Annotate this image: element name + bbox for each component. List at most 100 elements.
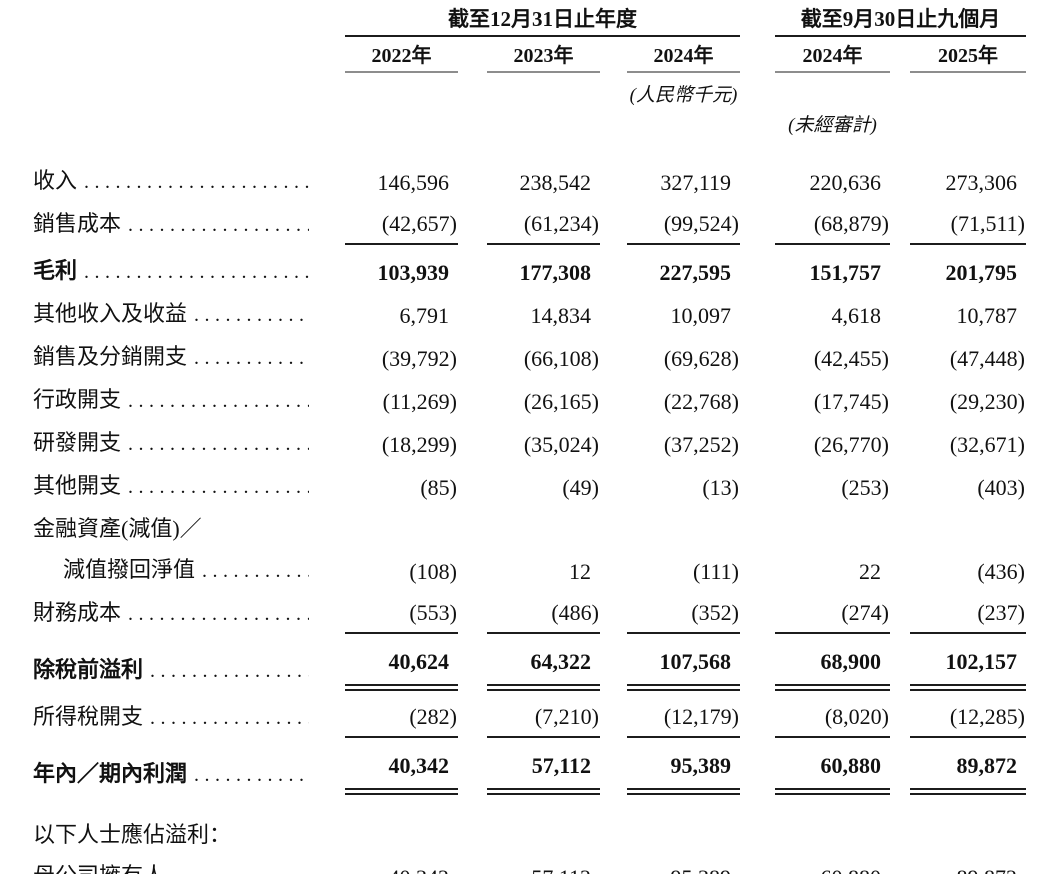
- cell-2022: (42,657): [345, 210, 458, 245]
- row-label: 金融資產(減值)／: [0, 515, 345, 548]
- cell-2023: (49): [458, 474, 600, 507]
- cell-2024-9m: 60,880: [740, 752, 890, 795]
- cell-2023: (66,108): [458, 345, 600, 378]
- cell-2025-9m: 89,872: [890, 864, 1026, 874]
- value-2024-9m: (68,879): [775, 210, 890, 245]
- dot-leader: ........................................…: [128, 476, 309, 498]
- value-2022: (18,299): [381, 432, 457, 457]
- cell-2025-9m: [890, 542, 1026, 548]
- row-label-text: 年內／期內利潤: [33, 761, 188, 786]
- cell-2025-9m: (12,285): [890, 703, 1026, 738]
- cell-2024-9m: [740, 848, 890, 854]
- value-2025-9m: (47,448): [949, 346, 1025, 371]
- column-header-2025-9m: 2025年: [890, 43, 1026, 73]
- cell-2023: [458, 848, 600, 854]
- cell-2024: 227,595: [600, 259, 740, 292]
- column-header-2024-9m: 2024年: [740, 43, 890, 73]
- row-label-text: 行政開支: [33, 387, 122, 412]
- value-2022: (85): [420, 475, 457, 500]
- table-row: 減值撥回淨值 .................................…: [0, 556, 1026, 591]
- cell-2024: 95,389: [600, 864, 740, 874]
- cell-2022: 103,939: [345, 259, 458, 292]
- cell-2023: (7,210): [458, 703, 600, 738]
- table-row: 以下人士應佔溢利：: [0, 821, 1026, 854]
- audit-note-cell: (未經審計): [740, 113, 890, 139]
- row-label: 銷售成本 ...................................…: [0, 210, 345, 245]
- table-row: 銷售及分銷開支 ................................…: [0, 343, 1026, 378]
- value-2024: (12,179): [627, 703, 740, 738]
- row-label-text: 以下人士應佔溢利：: [33, 822, 232, 847]
- value-2023: 14,834: [530, 303, 592, 328]
- value-2022: (42,657): [345, 210, 458, 245]
- value-2023: 64,322: [487, 648, 600, 691]
- value-2024: 95,389: [627, 752, 740, 795]
- dot-leader: ........................................…: [128, 214, 309, 236]
- row-label: 銷售及分銷開支 ................................…: [0, 343, 345, 378]
- value-2024-9m: (274): [775, 599, 890, 634]
- cell-2024-9m: (42,455): [740, 345, 890, 378]
- row-label: 以下人士應佔溢利：: [0, 821, 345, 854]
- cell-2023: (26,165): [458, 388, 600, 421]
- column-header-2023: 2023年: [458, 43, 600, 73]
- row-label-text: 金融資產(減值)／: [33, 516, 202, 541]
- row-label: 年內／期內利潤 ................................…: [0, 760, 345, 795]
- value-2025-9m: 10,787: [956, 303, 1018, 328]
- cell-2023: [458, 542, 600, 548]
- cell-2025-9m: 10,787: [890, 302, 1026, 335]
- cell-2022: (553): [345, 599, 458, 634]
- value-2024-9m: (8,020): [775, 703, 890, 738]
- table-row: 銷售成本 ...................................…: [0, 210, 1026, 245]
- table-row: 其他收入及收益 ................................…: [0, 300, 1026, 335]
- dot-leader: ........................................…: [194, 304, 309, 326]
- value-2025-9m: 273,306: [945, 170, 1018, 195]
- value-2025-9m: (403): [977, 475, 1025, 500]
- value-2024: [627, 848, 740, 854]
- row-label: 除稅前溢利 ..................................…: [0, 656, 345, 691]
- value-2022: 40,624: [345, 648, 458, 691]
- value-2023: 57,112: [487, 752, 600, 795]
- cell-2025-9m: 89,872: [890, 752, 1026, 795]
- table-header-years: 2022年 2023年 2024年 2024年 2025年: [0, 43, 1026, 73]
- row-label-text: 銷售及分銷開支: [33, 344, 188, 369]
- value-2022: (282): [345, 703, 458, 738]
- cell-2022: 146,596: [345, 169, 458, 202]
- cell-2024-9m: 22: [740, 558, 890, 591]
- column-header-2022-label: 2022年: [345, 43, 458, 73]
- cell-2024: 327,119: [600, 169, 740, 202]
- table-row: 毛利 .....................................…: [0, 257, 1026, 292]
- value-2024: (352): [627, 599, 740, 634]
- value-2023: (35,024): [523, 432, 599, 457]
- value-2022: (39,792): [381, 346, 457, 371]
- value-2025-9m: (32,671): [949, 432, 1025, 457]
- cell-2024-9m: [740, 542, 890, 548]
- dot-leader: ........................................…: [150, 660, 309, 682]
- value-2025-9m: (29,230): [949, 389, 1025, 414]
- row-label: 行政開支 ...................................…: [0, 386, 345, 421]
- dot-leader: ........................................…: [150, 707, 309, 729]
- cell-2023: 64,322: [458, 648, 600, 691]
- value-2025-9m: (12,285): [910, 703, 1026, 738]
- cell-2022: (11,269): [345, 388, 458, 421]
- value-2025-9m: 89,872: [910, 864, 1026, 874]
- cell-2024-9m: 4,618: [740, 302, 890, 335]
- cell-2025-9m: 273,306: [890, 169, 1026, 202]
- value-2022: 40,342: [345, 864, 458, 874]
- cell-2022: (282): [345, 703, 458, 738]
- table-row: 行政開支 ...................................…: [0, 386, 1026, 421]
- cell-2024: [600, 848, 740, 854]
- row-label-text: 財務成本: [33, 600, 122, 625]
- cell-2024: [600, 542, 740, 548]
- value-2023: (486): [487, 599, 600, 634]
- value-2024-9m: [775, 848, 890, 854]
- value-2023: (49): [562, 475, 599, 500]
- value-2024: (13): [702, 475, 739, 500]
- dot-leader: ........................................…: [202, 560, 309, 582]
- cell-2025-9m: (47,448): [890, 345, 1026, 378]
- value-2023: [487, 848, 600, 854]
- dot-leader: ........................................…: [128, 603, 309, 625]
- row-label: 毛利 .....................................…: [0, 257, 345, 292]
- table-row: 年內／期內利潤 ................................…: [0, 752, 1026, 795]
- row-label-text: 其他收入及收益: [33, 301, 188, 326]
- cell-2022: [345, 848, 458, 854]
- value-2022: 103,939: [377, 260, 450, 285]
